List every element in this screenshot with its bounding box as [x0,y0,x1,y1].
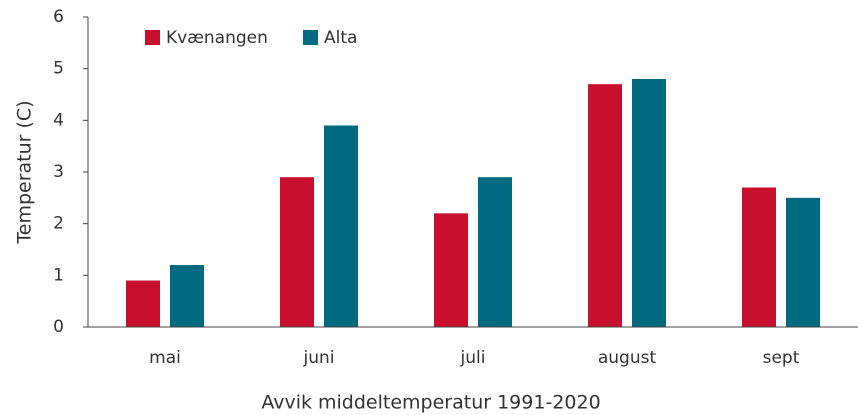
x-tick-label: august [598,348,657,368]
bar [478,177,512,327]
y-tick-label: 1 [53,265,64,285]
y-tick-label: 5 [53,59,64,79]
y-tick-label: 3 [53,162,64,182]
bar [324,125,358,327]
bar [742,187,776,327]
bar [786,197,820,327]
y-tick-label: 4 [53,110,64,130]
bar [434,213,468,327]
y-tick-label: 0 [53,317,64,337]
bar [588,84,622,328]
y-axis-label: Temperatur (C) [14,100,36,244]
bar [170,265,204,327]
x-tick-label: mai [149,348,181,368]
x-axis-label: Avvik middeltemperatur 1991-2020 [261,392,600,414]
y-tick-label: 6 [53,7,64,27]
x-tick-label: sept [763,348,800,368]
bar [280,177,314,327]
legend-label: Kvænangen [166,28,268,48]
bar [126,280,160,327]
x-tick-label: juni [303,348,335,368]
legend-label: Alta [324,28,357,48]
y-tick-label: 2 [53,214,64,234]
x-tick-label: juli [460,348,486,368]
legend-swatch [303,30,318,45]
legend-swatch [145,30,160,45]
bar [632,79,666,327]
